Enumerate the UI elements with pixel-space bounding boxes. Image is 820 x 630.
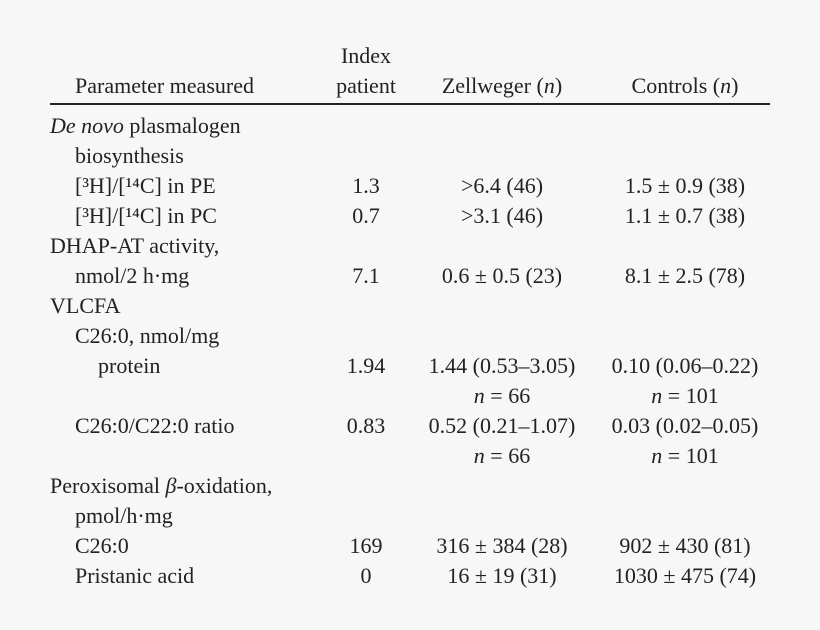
zellweger-cell: >6.4 (46)	[461, 173, 543, 198]
index-cell: 1.3	[352, 173, 380, 198]
text-segment: β	[165, 473, 177, 498]
controls-cell: 0.10 (0.06–0.22)	[612, 353, 759, 378]
controls-cell: n = 101	[651, 383, 718, 408]
zellweger-cell: 316 ± 384 (28)	[436, 533, 567, 558]
controls-cell: n = 101	[651, 443, 718, 468]
header-cell: Parameter measured	[75, 73, 254, 98]
index-cell: 0.7	[352, 203, 380, 228]
zellweger-cell: 0.6 ± 0.5 (23)	[442, 263, 562, 288]
text-segment: = 66	[485, 383, 530, 408]
zellweger-cell: n = 66	[474, 383, 530, 408]
header-cell: patient	[336, 73, 396, 98]
index-cell: 0	[361, 563, 372, 588]
param-cell: [³H]/[¹⁴C] in PC	[75, 203, 217, 228]
param-cell: DHAP-AT activity,	[50, 233, 219, 258]
header-cell: Zellweger (n)	[442, 73, 562, 98]
header-cell: Controls (n)	[632, 73, 739, 98]
text-segment: n	[544, 73, 555, 98]
controls-cell: 0.03 (0.02–0.05)	[612, 413, 759, 438]
index-cell: 1.94	[347, 353, 386, 378]
text-segment: -oxidation,	[176, 473, 272, 498]
param-cell: pmol/h·mg	[75, 503, 173, 528]
controls-cell: 1030 ± 475 (74)	[614, 563, 756, 588]
text-segment: n	[474, 383, 485, 408]
text-segment: )	[555, 73, 562, 98]
param-cell: C26:0/C22:0 ratio	[75, 413, 235, 438]
param-cell: protein	[98, 353, 160, 378]
param-cell: VLCFA	[50, 293, 121, 318]
param-cell: Peroxisomal β-oxidation,	[50, 473, 272, 498]
index-cell: 169	[350, 533, 383, 558]
text-segment: n	[474, 443, 485, 468]
zellweger-cell: n = 66	[474, 443, 530, 468]
zellweger-cell: 16 ± 19 (31)	[447, 563, 556, 588]
text-segment: plasmalogen	[124, 113, 241, 138]
zellweger-cell: 1.44 (0.53–3.05)	[429, 353, 576, 378]
index-cell: 7.1	[352, 263, 380, 288]
text-segment: = 101	[662, 383, 718, 408]
header-cell: Index	[341, 43, 391, 68]
text-segment: Peroxisomal	[50, 473, 166, 498]
text-segment: n	[651, 383, 662, 408]
controls-cell: 1.5 ± 0.9 (38)	[625, 173, 745, 198]
param-cell: [³H]/[¹⁴C] in PE	[75, 173, 216, 198]
text-segment: n	[651, 443, 662, 468]
text-segment: )	[731, 73, 738, 98]
text-segment: = 66	[485, 443, 530, 468]
param-cell: Pristanic acid	[75, 563, 194, 588]
controls-cell: 1.1 ± 0.7 (38)	[625, 203, 745, 228]
param-cell: De novo plasmalogen	[49, 113, 241, 138]
zellweger-cell: >3.1 (46)	[461, 203, 543, 228]
controls-cell: 902 ± 430 (81)	[619, 533, 750, 558]
controls-cell: 8.1 ± 2.5 (78)	[625, 263, 745, 288]
text-segment: = 101	[662, 443, 718, 468]
zellweger-cell: 0.52 (0.21–1.07)	[429, 413, 576, 438]
param-cell: C26:0, nmol/mg	[75, 323, 219, 348]
text-segment: Zellweger (	[442, 73, 544, 98]
text-segment: n	[720, 73, 731, 98]
text-segment: Controls (	[632, 73, 721, 98]
text-segment: De novo	[49, 113, 124, 138]
param-cell: nmol/2 h·mg	[75, 263, 189, 288]
param-cell: C26:0	[75, 533, 129, 558]
index-cell: 0.83	[347, 413, 386, 438]
param-cell: biosynthesis	[75, 143, 184, 168]
